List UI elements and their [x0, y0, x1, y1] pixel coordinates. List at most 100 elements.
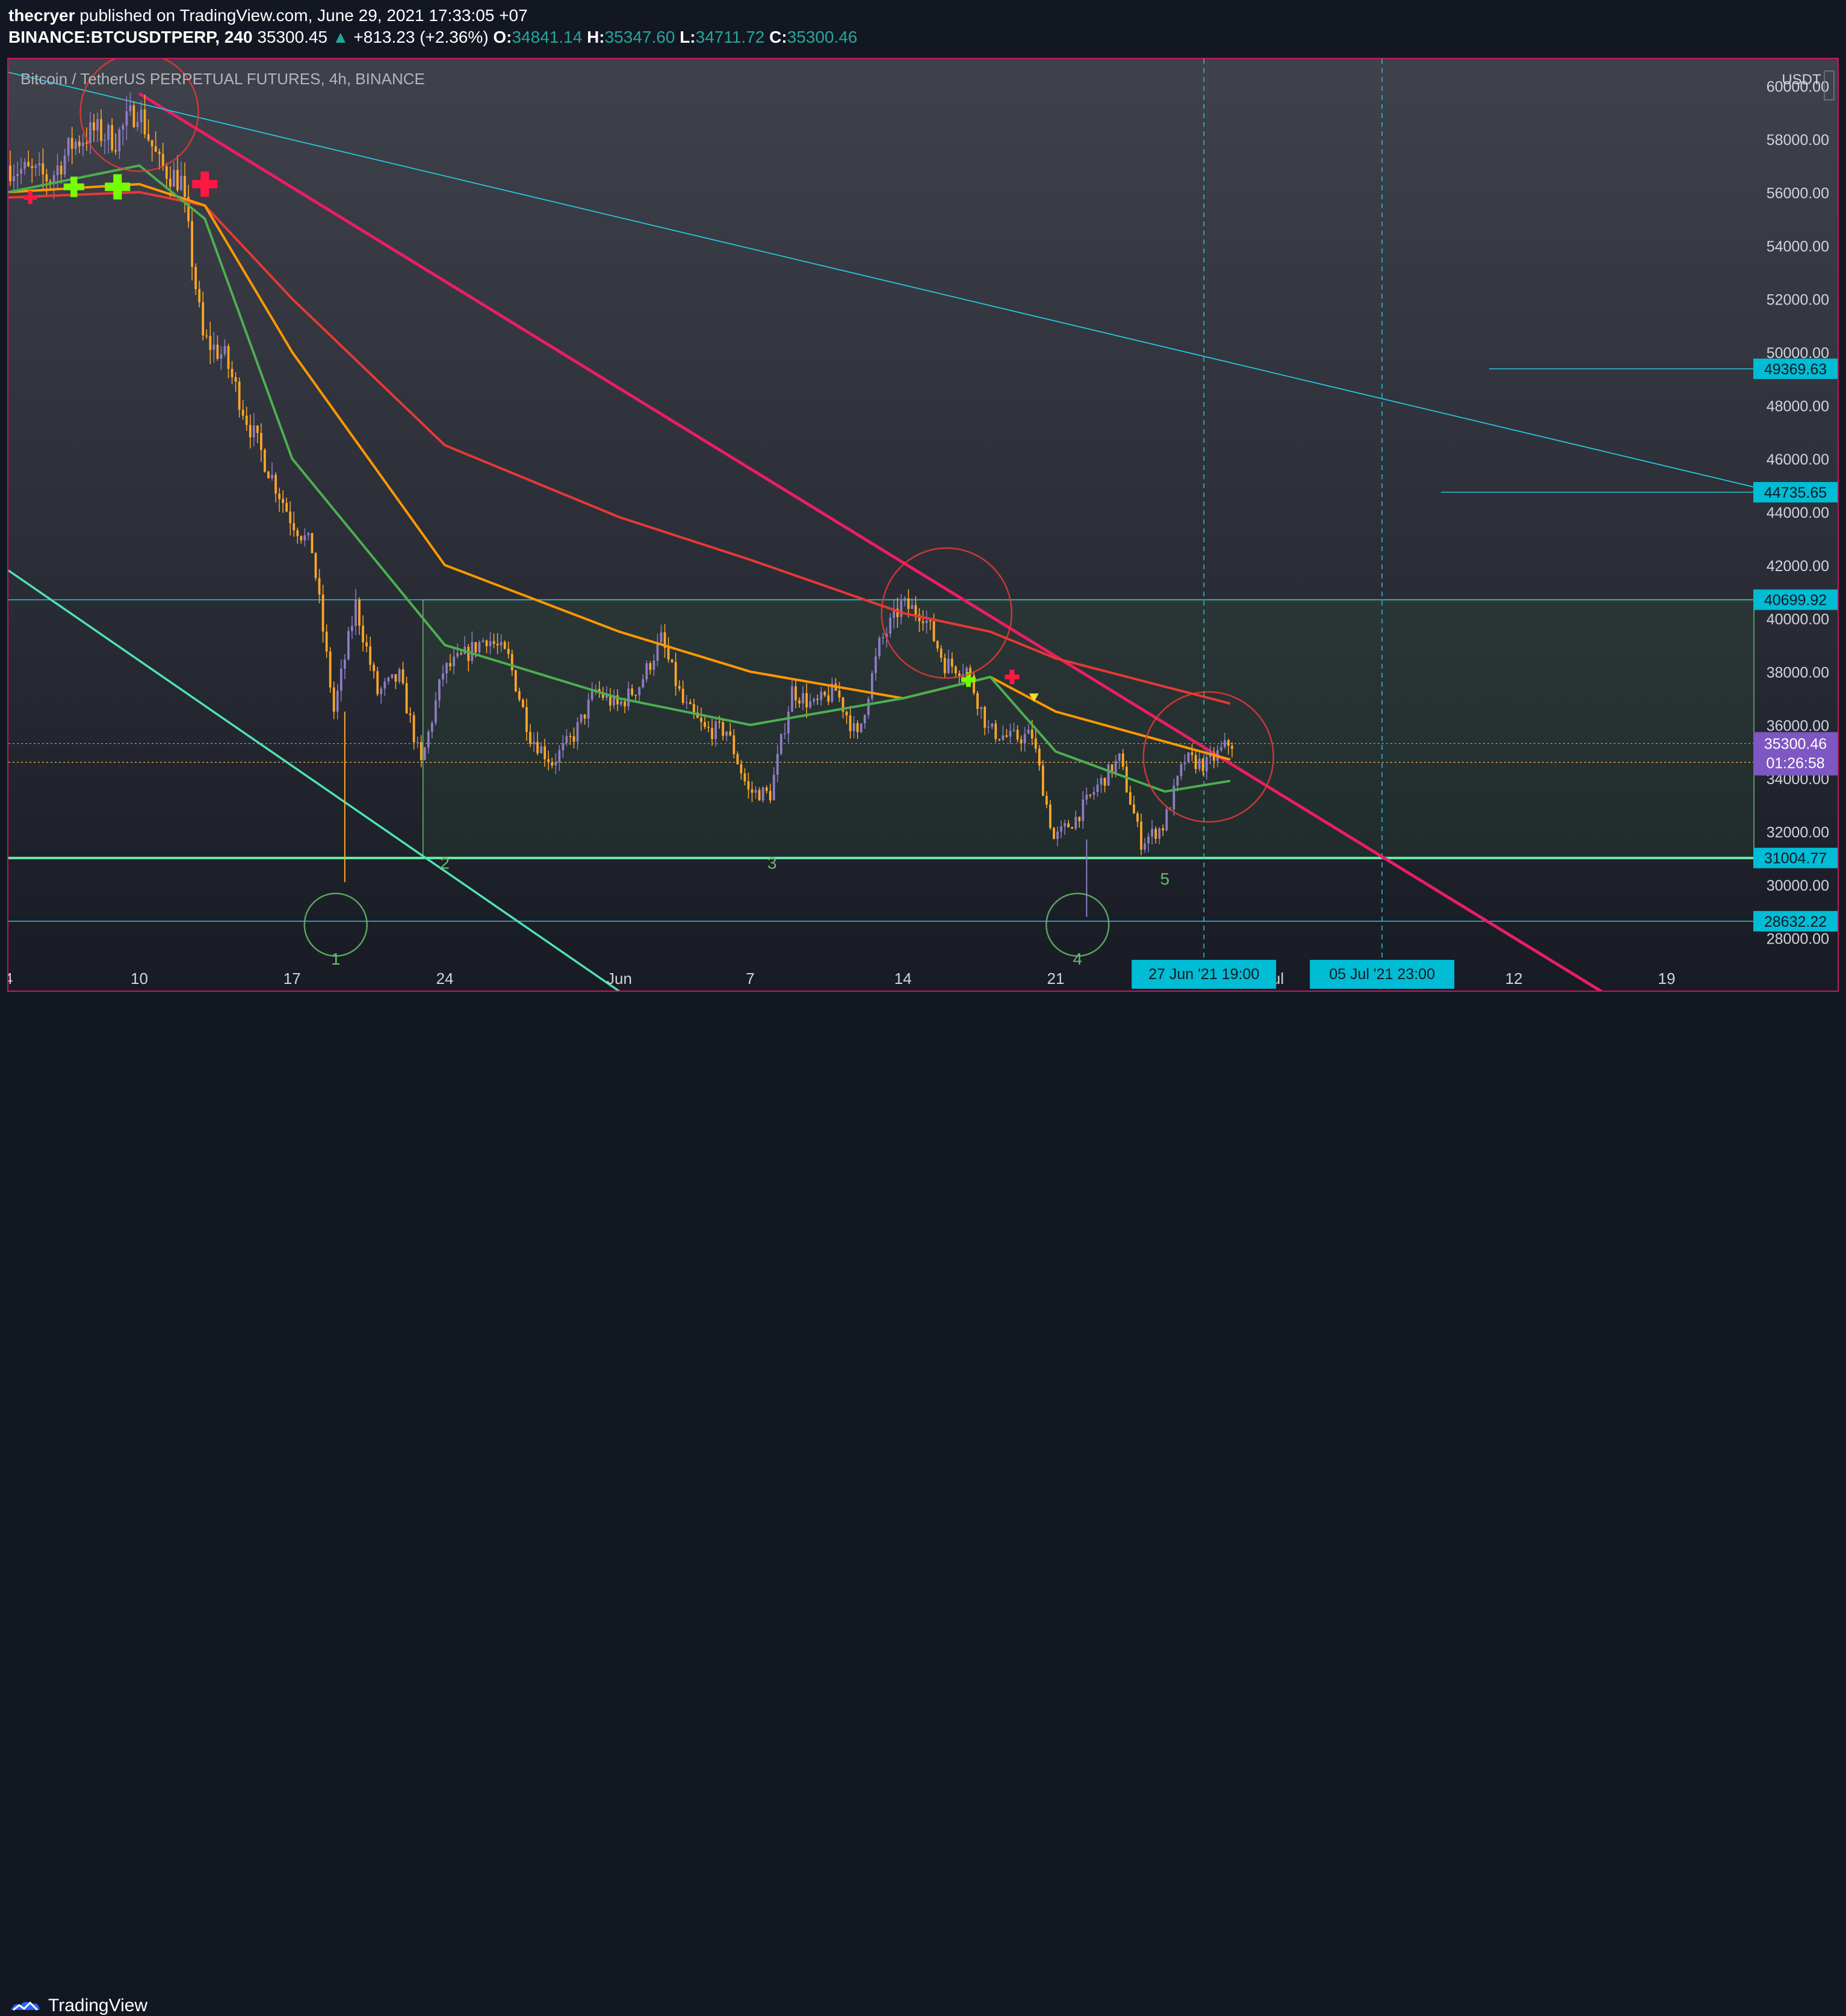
candle-body	[540, 746, 542, 753]
candle-body	[252, 425, 255, 438]
candle-body	[435, 700, 437, 723]
candle-body	[427, 731, 430, 748]
candle-body	[154, 146, 157, 152]
candle-body	[496, 643, 499, 646]
candle-body	[776, 753, 779, 775]
candle-body	[929, 620, 932, 622]
candle-body	[376, 671, 379, 694]
symbol-name[interactable]: BINANCE:BTCUSDTPERP, 240	[8, 28, 253, 46]
candle-body	[722, 722, 725, 736]
candle-body	[507, 649, 510, 654]
price-chart[interactable]: 12 345 Bitcoin / TetherUS PERPETUAL FUTUR…	[8, 59, 1838, 991]
open-label: O:	[493, 28, 512, 46]
candle-body	[373, 664, 376, 672]
candle-body	[1158, 828, 1161, 839]
candle-body	[471, 642, 474, 661]
candle-body	[453, 656, 455, 667]
candle-body	[718, 721, 721, 723]
candle-body	[1071, 827, 1074, 829]
candle-body	[165, 166, 168, 179]
candle-body	[147, 134, 150, 140]
author-name[interactable]: thecryer	[8, 6, 75, 25]
candle-body	[16, 173, 19, 176]
low-label: L:	[680, 28, 696, 46]
candle-body	[1041, 765, 1044, 796]
range-box-layer	[423, 599, 1755, 859]
price-change: +813.23 (+2.36%)	[353, 28, 489, 46]
candle-body	[692, 703, 695, 713]
candle-body	[1125, 767, 1128, 793]
candle-body	[918, 614, 921, 622]
level-tag-text-3: 31004.77	[1764, 850, 1827, 867]
candle-body	[522, 699, 524, 708]
candle-body	[293, 523, 296, 531]
candle-body	[212, 344, 215, 350]
candle-body	[140, 109, 143, 122]
candle-body	[1231, 746, 1233, 749]
current-price-tag	[1753, 732, 1838, 776]
candle-body	[980, 707, 983, 710]
wave-label-5: 5	[1160, 870, 1169, 888]
candle-body	[820, 691, 823, 700]
candle-body	[311, 533, 314, 554]
x-tick-label: 21	[1047, 969, 1065, 988]
candle-body	[940, 648, 943, 658]
candle-body	[96, 119, 99, 131]
candle-body	[332, 687, 335, 712]
candle-body	[733, 735, 736, 755]
candle-body	[300, 536, 303, 541]
candle-body	[1067, 823, 1070, 827]
candle-body	[231, 368, 234, 377]
candle-body	[813, 699, 816, 702]
moving-average-2	[8, 164, 1231, 793]
candle-body	[125, 111, 128, 126]
candle-body	[387, 678, 390, 682]
candle-body	[241, 410, 244, 416]
candle-body	[485, 640, 488, 646]
buy-cross-marker	[70, 176, 78, 197]
candle-body	[416, 742, 419, 743]
candle-body	[391, 674, 394, 678]
candle-body	[202, 302, 205, 336]
tradingview-brand[interactable]: TradingView	[8, 1996, 147, 2016]
candle-body	[227, 345, 230, 369]
x-tick-label: 12	[1505, 969, 1523, 988]
candle-body	[784, 733, 786, 735]
candle-body	[285, 502, 288, 512]
candle-body	[1129, 792, 1132, 805]
y-tick-label: 38000.00	[1767, 664, 1829, 681]
level-tag-text-2: 40699.92	[1764, 592, 1827, 609]
candle-body	[743, 773, 746, 782]
candle-body	[1121, 753, 1124, 767]
candle-body	[1049, 805, 1052, 828]
candle-body	[150, 140, 153, 147]
tradingview-logo-icon	[11, 2001, 40, 2011]
candle-body	[1092, 792, 1095, 795]
candle-body	[660, 632, 663, 643]
candle-body	[347, 631, 350, 660]
candle-body	[569, 735, 572, 737]
candle-body	[13, 176, 15, 182]
candle-body	[56, 165, 59, 176]
candle-body	[351, 626, 353, 631]
close-value: 35300.46	[787, 28, 858, 46]
candle-body	[711, 728, 713, 739]
candle-body	[104, 140, 106, 141]
candle-body	[401, 669, 404, 684]
candle-body	[220, 354, 223, 359]
candle-body	[667, 648, 670, 660]
candle-body	[576, 722, 579, 742]
x-tick-label: Jun	[607, 969, 632, 988]
candle-body	[1212, 753, 1215, 761]
candle-body	[23, 161, 26, 169]
candle-body	[405, 683, 408, 714]
candle-body	[907, 598, 910, 609]
current-price-text: 35300.46	[1764, 736, 1827, 753]
candle-body	[34, 165, 37, 169]
wave-label-3: 3	[767, 854, 777, 873]
candle-body	[198, 289, 201, 303]
candle-body	[70, 138, 73, 149]
candle-body	[143, 109, 146, 135]
y-tick-label: 28000.00	[1767, 931, 1829, 948]
candle-body	[1194, 755, 1197, 769]
